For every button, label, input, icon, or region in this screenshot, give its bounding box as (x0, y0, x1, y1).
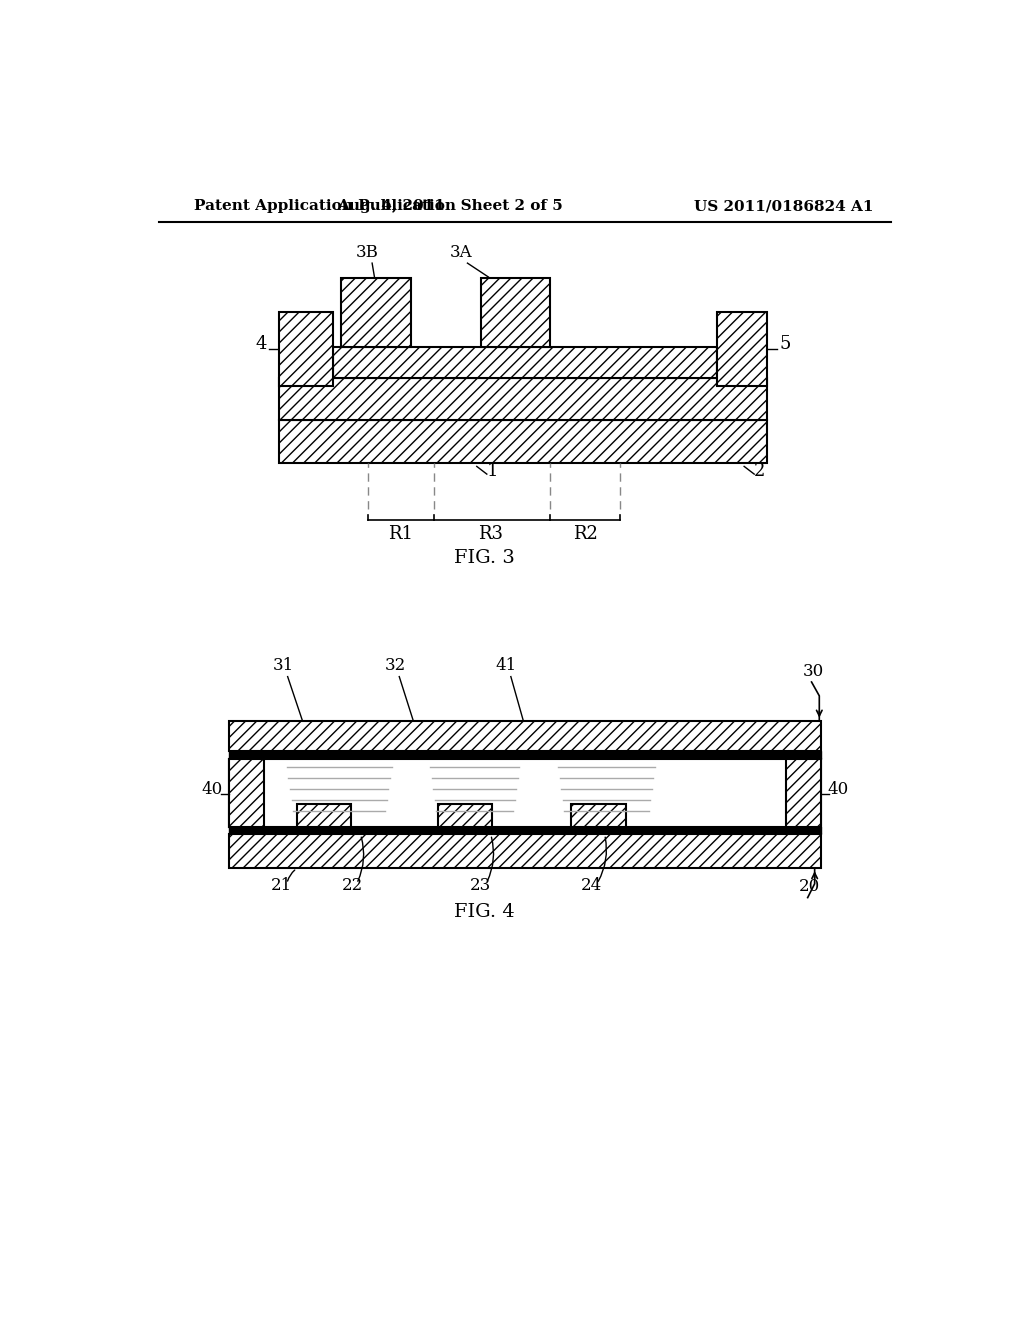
Text: 2: 2 (754, 462, 765, 479)
Text: R2: R2 (572, 525, 598, 543)
Text: 20: 20 (799, 878, 819, 895)
Bar (280, 420, 767, 462)
Text: 40: 40 (827, 780, 849, 797)
Text: 32: 32 (385, 657, 406, 675)
Bar (228, 826, 821, 834)
Text: Aug. 4, 2011   Sheet 2 of 5: Aug. 4, 2011 Sheet 2 of 5 (337, 199, 562, 213)
Text: 30: 30 (802, 663, 823, 680)
Bar (438, 804, 493, 826)
Text: 3B: 3B (355, 244, 378, 261)
Text: 40: 40 (201, 780, 222, 797)
Bar (717, 313, 767, 385)
Text: 3A: 3A (450, 244, 472, 261)
Text: 41: 41 (496, 657, 517, 675)
Text: US 2011/0186824 A1: US 2011/0186824 A1 (693, 199, 873, 213)
Text: R1: R1 (388, 525, 414, 543)
Text: 21: 21 (270, 876, 292, 894)
Text: Patent Application Publication: Patent Application Publication (194, 199, 456, 213)
Text: 23: 23 (470, 876, 492, 894)
Text: FIG. 3: FIG. 3 (454, 549, 515, 566)
Text: 5: 5 (779, 335, 791, 354)
Bar (341, 277, 411, 347)
Text: R3: R3 (478, 525, 503, 543)
Bar (786, 759, 821, 826)
Bar (228, 834, 821, 869)
Bar (280, 313, 334, 385)
Bar (571, 804, 626, 826)
Bar (297, 804, 351, 826)
Bar (228, 759, 263, 826)
Bar (228, 721, 821, 751)
Text: 22: 22 (342, 876, 364, 894)
Bar (480, 277, 550, 347)
Bar (280, 378, 767, 420)
Text: 1: 1 (486, 462, 498, 479)
Text: FIG. 4: FIG. 4 (454, 903, 515, 921)
Text: 31: 31 (272, 657, 294, 675)
Bar (228, 751, 821, 759)
Text: 4: 4 (256, 335, 267, 354)
Text: 24: 24 (581, 876, 602, 894)
Bar (334, 347, 717, 378)
Bar (228, 759, 821, 826)
